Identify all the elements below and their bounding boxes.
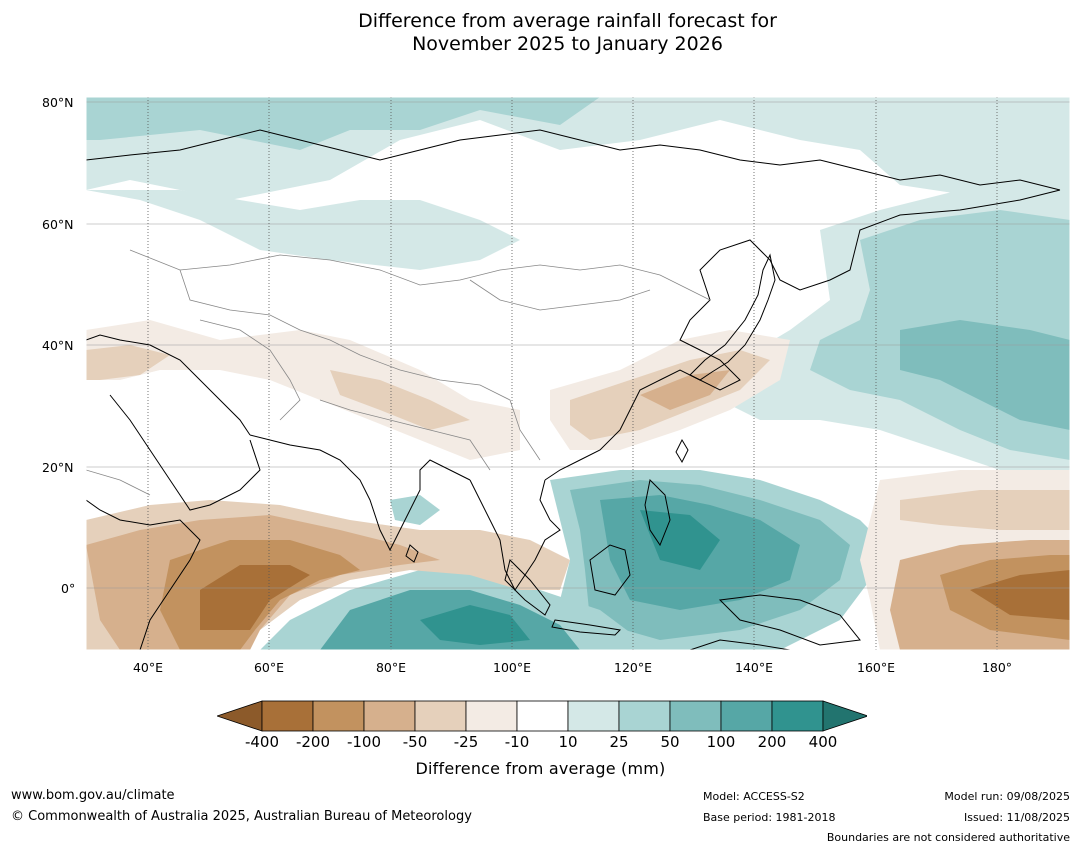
colorbar-tick-label: 400 xyxy=(808,733,838,751)
lon-label-80e: 80°E xyxy=(375,660,407,675)
map-title: Difference from average rainfall forecas… xyxy=(0,10,1081,56)
border-kazakh xyxy=(179,269,301,331)
colorbar-segment xyxy=(669,700,722,732)
model-run: Model run: 09/08/2025 xyxy=(944,790,1070,803)
colorbar-segment xyxy=(312,700,365,732)
coast-arabia-south xyxy=(109,394,261,511)
coast-africa-east xyxy=(86,499,201,650)
region-cpacific-dry-5 xyxy=(970,570,1070,620)
colorbar-tick-label: 100 xyxy=(706,733,736,751)
coast-eurasia-north xyxy=(86,129,1061,191)
lon-label-180: 180° xyxy=(981,660,1013,675)
region-bay-bengal-wet xyxy=(390,495,440,525)
region-maritime-wet-4 xyxy=(640,510,720,570)
title-line-1: Difference from average rainfall forecas… xyxy=(358,10,777,32)
graticule xyxy=(86,101,1070,589)
lon-label-120e: 120°E xyxy=(613,660,653,675)
colorbar-tick-label: -50 xyxy=(402,733,428,751)
lat-label-60n: 60°N xyxy=(42,217,74,232)
coastlines xyxy=(86,129,1061,650)
region-eastasia-dry-3 xyxy=(640,370,730,410)
colorbar-tick-label: -200 xyxy=(295,733,331,751)
colorbar-tick-label: -25 xyxy=(453,733,479,751)
border-mongolia xyxy=(469,279,651,311)
coast-newguinea xyxy=(718,594,861,646)
region-siberia-wet xyxy=(86,190,520,270)
region-wio-dry-4 xyxy=(200,565,310,630)
coast-australia xyxy=(689,639,791,650)
borders xyxy=(86,249,711,496)
colorbar-extend-high xyxy=(822,700,867,732)
lon-label-140e: 140°E xyxy=(734,660,774,675)
border-russia-south xyxy=(129,249,711,301)
colorbar-tick-label: 200 xyxy=(757,733,787,751)
coast-japan xyxy=(689,253,776,381)
map-frame xyxy=(85,96,1071,651)
lon-label-100e: 100°E xyxy=(492,660,532,675)
lon-label-60e: 60°E xyxy=(253,660,285,675)
coast-philippines xyxy=(644,478,671,547)
border-africa xyxy=(86,469,151,496)
coast-java xyxy=(551,619,622,636)
colorbar-segment xyxy=(516,700,569,732)
colorbar-segment xyxy=(414,700,467,732)
coast-borneo xyxy=(589,544,631,596)
colorbar-segment xyxy=(618,700,671,732)
issued-date: Issued: 11/08/2025 xyxy=(963,811,1070,824)
colorbar-tick-label: -10 xyxy=(504,733,530,751)
meridians xyxy=(147,97,998,650)
region-pacific-north-wet-3 xyxy=(900,320,1070,430)
region-westasia-dry-2 xyxy=(86,345,470,430)
colorbar-segment xyxy=(465,700,518,732)
lat-label-eq: 0° xyxy=(61,581,76,596)
border-iran xyxy=(199,319,301,421)
copyright-text: © Commonwealth of Australia 2025, Austra… xyxy=(11,809,472,824)
rainfall-map xyxy=(85,96,1071,651)
coast-pacific-asia xyxy=(544,189,1061,481)
title-line-2: November 2025 to January 2026 xyxy=(412,33,723,55)
coast-sumatra xyxy=(504,559,551,616)
colorbar-extend-low xyxy=(217,700,263,732)
website-link[interactable]: www.bom.gov.au/climate xyxy=(11,788,175,803)
colorbar-tick-label: -100 xyxy=(346,733,382,751)
coast-india xyxy=(249,434,471,552)
coast-arabia xyxy=(86,334,251,436)
border-india-north xyxy=(319,399,491,471)
boundaries-disclaimer: Boundaries are not considered authoritat… xyxy=(826,831,1070,844)
colorbar-tick-label: 10 xyxy=(558,733,578,751)
lat-label-20n: 20°N xyxy=(42,460,74,475)
lat-label-80n: 80°N xyxy=(42,95,74,110)
colorbar-tick-label: 25 xyxy=(609,733,629,751)
colorbar xyxy=(217,700,867,732)
colorbar-segment xyxy=(363,700,416,732)
region-sio-wet-3 xyxy=(420,605,530,645)
model-name: Model: ACCESS-S2 xyxy=(703,790,805,803)
colorbar-label: Difference from average (mm) xyxy=(415,759,666,778)
anomaly-shading xyxy=(86,97,1070,650)
colorbar-tick-label: 50 xyxy=(660,733,680,751)
colorbar-tick-label: -400 xyxy=(244,733,280,751)
colorbar-segment xyxy=(771,700,824,732)
colorbar-segment xyxy=(720,700,773,732)
coast-taiwan xyxy=(675,438,689,464)
lat-label-40n: 40°N xyxy=(42,338,74,353)
region-cpacific-dry-2 xyxy=(900,490,1070,530)
border-china-west xyxy=(299,329,541,461)
base-period: Base period: 1981-2018 xyxy=(703,811,836,824)
colorbar-segment xyxy=(567,700,620,732)
colorbar-segments xyxy=(217,700,867,732)
colorbar-segment xyxy=(261,700,314,732)
lon-label-160e: 160°E xyxy=(856,660,896,675)
lon-label-40e: 40°E xyxy=(132,660,164,675)
region-arctic-wet-2 xyxy=(86,97,600,150)
coast-srilanka xyxy=(405,544,419,563)
